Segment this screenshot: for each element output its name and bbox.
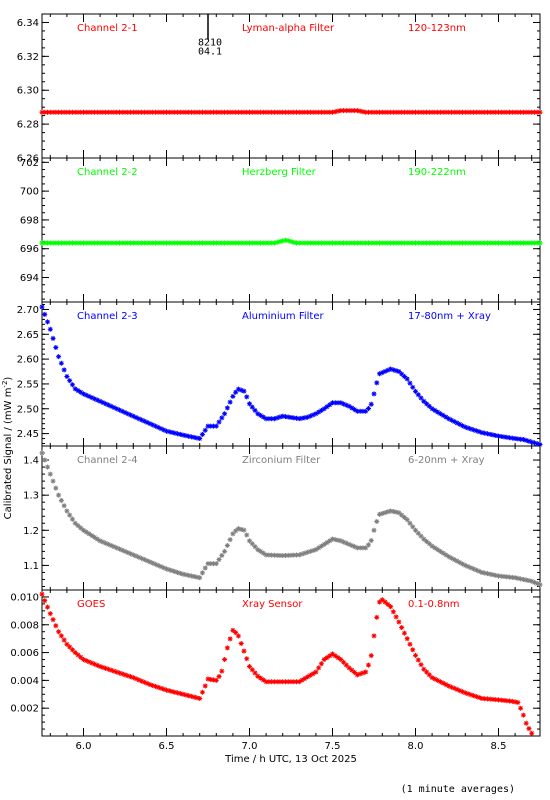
y-tick-label: 0.006 bbox=[10, 648, 39, 659]
x-tick-label: 6.5 bbox=[159, 741, 175, 752]
panel-filter-label: Lyman-alpha Filter bbox=[242, 23, 335, 34]
y-tick-label: 1.3 bbox=[23, 491, 39, 502]
y-tick-label: 2.60 bbox=[17, 355, 39, 366]
panel-channel-label: GOES bbox=[77, 599, 105, 610]
y-tick-label: 702 bbox=[20, 158, 39, 169]
y-tick-label: 2.70 bbox=[17, 305, 39, 316]
panel-band-label: 6-20nm + Xray bbox=[408, 455, 485, 466]
panel-frame bbox=[41, 301, 541, 447]
panel-band-label: 0.1-0.8nm bbox=[408, 599, 460, 610]
panel-frame bbox=[41, 157, 541, 303]
event-marker-label: 04.1 bbox=[198, 46, 222, 57]
series-markers-5 bbox=[39, 591, 535, 736]
x-tick-label: 7.5 bbox=[325, 741, 341, 752]
x-tick-label: 7.0 bbox=[242, 741, 258, 752]
y-tick-label: 1.4 bbox=[23, 456, 39, 467]
panel-band-label: 190-222nm bbox=[408, 167, 466, 178]
panel-band-label: 17-80nm + Xray bbox=[408, 311, 491, 322]
series-markers-3 bbox=[39, 304, 543, 448]
x-tick-label: 6.0 bbox=[76, 741, 92, 752]
series-markers-2 bbox=[39, 237, 543, 246]
series-markers-1 bbox=[39, 108, 543, 115]
panel-filter-label: Aluminium Filter bbox=[242, 311, 325, 322]
y-tick-label: 1.2 bbox=[23, 526, 39, 537]
y-axis-title: Calibrated Signal / (mW m-2) bbox=[1, 377, 14, 520]
averaging-footnote: (1 minute averages) bbox=[401, 784, 515, 795]
panel-2: 694 696 698 700 702 Channel 2-2 Herzberg Filte… bbox=[20, 157, 543, 303]
y-tick-label: 0.004 bbox=[10, 676, 39, 687]
panel-4: 1.1 1.2 1.3 1.4 Channel 2-4 Zirconium Filter 6… bbox=[23, 445, 543, 591]
panel-frame bbox=[41, 445, 541, 591]
y-tick-label: 1.1 bbox=[23, 561, 39, 572]
y-tick-label: 2.55 bbox=[17, 379, 39, 390]
panel-5: 0.002 0.004 0.006 0.008 0.010 GOES Xray Sensor… bbox=[10, 589, 541, 737]
y-tick-label: 0.008 bbox=[10, 620, 39, 631]
x-tick-label: 8.0 bbox=[408, 741, 424, 752]
y-tick-label: 6.34 bbox=[17, 18, 39, 29]
y-tick-label: 2.65 bbox=[17, 330, 39, 341]
y-tick-label: 700 bbox=[20, 187, 39, 198]
panel-channel-label: Channel 2-4 bbox=[77, 455, 138, 466]
y-tick-label: 694 bbox=[20, 273, 39, 284]
panel-1: 6.26 6.28 6.30 6.32 6.34 Channel 2-1 Lyman-alp… bbox=[17, 13, 543, 165]
y-tick-label: 6.30 bbox=[17, 86, 39, 97]
panel-channel-label: Channel 2-2 bbox=[77, 167, 138, 178]
y-tick-label: 0.010 bbox=[10, 592, 39, 603]
panel-filter-label: Zirconium Filter bbox=[242, 455, 321, 466]
panel-filter-label: Herzberg Filter bbox=[242, 167, 317, 178]
panel-filter-label: Xray Sensor bbox=[242, 599, 303, 610]
x-tick-label: 8.5 bbox=[491, 741, 507, 752]
y-tick-label: 696 bbox=[20, 244, 39, 255]
panel-3: 2.45 2.50 2.55 2.60 2.65 2.70 Channel 2-3 Alumi… bbox=[17, 301, 543, 448]
event-marker-label: 8210 bbox=[198, 37, 222, 48]
panel-channel-label: Channel 2-1 bbox=[77, 23, 138, 34]
y-tick-label: 6.32 bbox=[17, 52, 39, 63]
y-tick-label: 6.26 bbox=[17, 154, 39, 165]
panel-band-label: 120-123nm bbox=[408, 23, 466, 34]
y-tick-label: 2.50 bbox=[17, 404, 39, 415]
panel-frame bbox=[41, 589, 541, 737]
x-axis-title: Time / h UTC, 13 Oct 2025 bbox=[224, 754, 357, 765]
y-tick-label: 2.45 bbox=[17, 429, 39, 440]
series-markers-4 bbox=[39, 450, 543, 588]
panel-frame bbox=[41, 13, 541, 159]
y-tick-label: 6.28 bbox=[17, 120, 39, 131]
panel-channel-label: Channel 2-3 bbox=[77, 311, 138, 322]
y-tick-label: 0.002 bbox=[10, 704, 39, 715]
y-tick-label: 698 bbox=[20, 215, 39, 226]
